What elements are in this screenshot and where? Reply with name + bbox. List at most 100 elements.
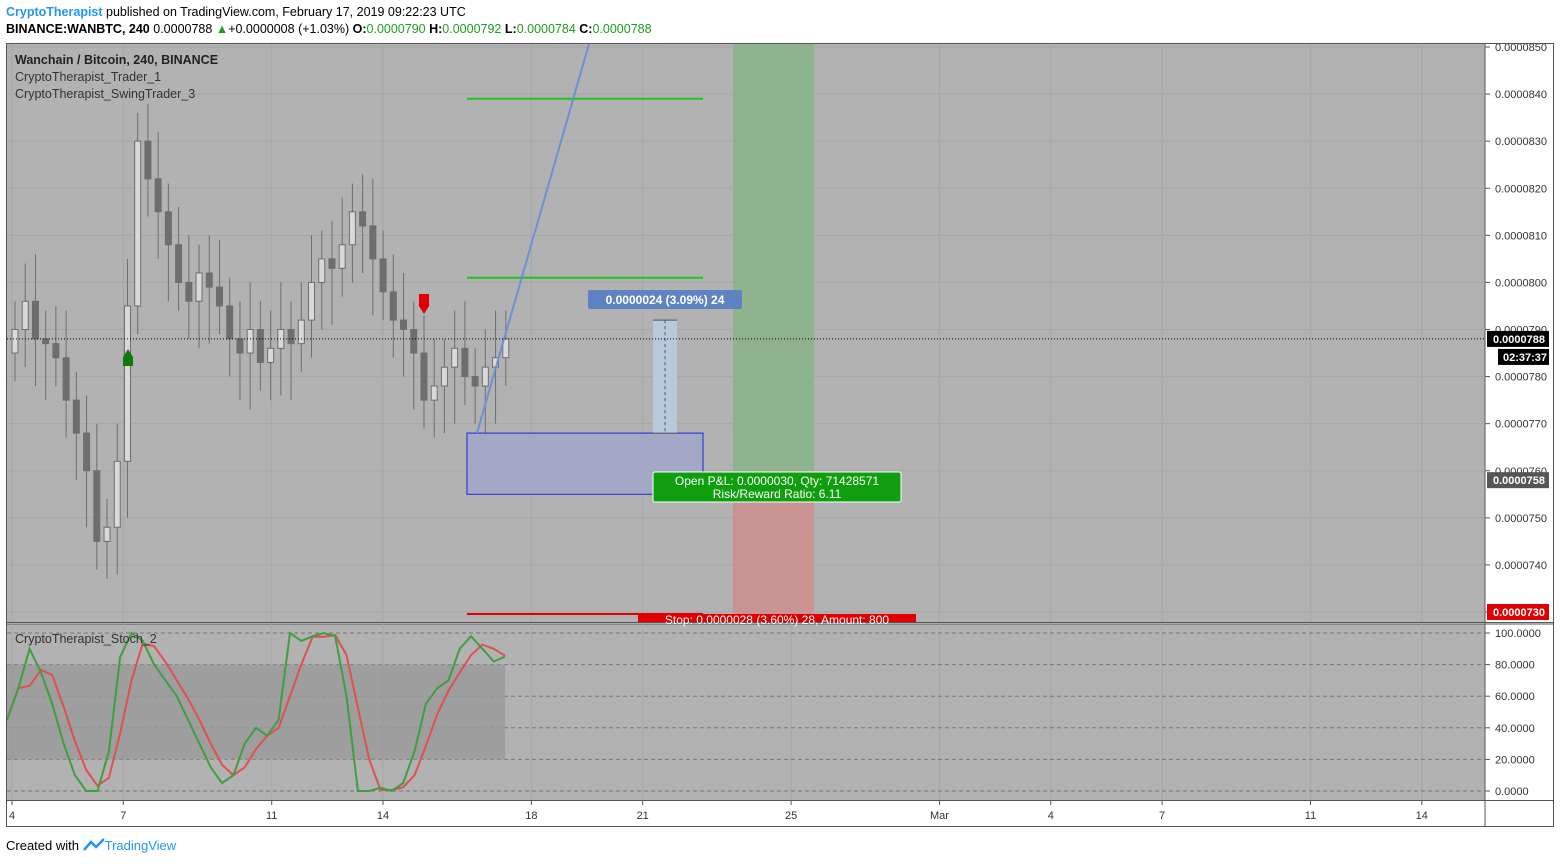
- candle-body: [134, 140, 142, 307]
- legend-indicator-1: CryptoTherapist_Trader_1: [15, 70, 162, 84]
- pnl-label-bg: [652, 471, 902, 503]
- price-axis[interactable]: [1485, 44, 1553, 800]
- close-value: 0.0000788: [592, 22, 652, 36]
- candle-body: [123, 305, 131, 462]
- candle-body: [328, 258, 336, 269]
- target-zone: [733, 44, 814, 481]
- candle-body: [267, 347, 275, 363]
- projection-line: [476, 44, 590, 434]
- rr-label: Risk/Reward Ratio: 6.11: [713, 487, 842, 501]
- candle-body: [369, 225, 377, 260]
- stoch-tick-label: 20.0000: [1495, 754, 1535, 766]
- candle-body: [420, 352, 428, 401]
- time-tick-label: 14: [1416, 810, 1428, 822]
- author-link[interactable]: CryptoTherapist: [6, 5, 103, 19]
- candle-body: [175, 244, 183, 283]
- stoch-tick-label: 60.0000: [1495, 691, 1535, 703]
- candle-body: [226, 305, 234, 340]
- high-value: 0.0000792: [442, 22, 502, 36]
- candle-body: [308, 281, 316, 321]
- candle-body: [113, 460, 121, 528]
- measure-label: 0.0000024 (3.09%) 24: [606, 293, 725, 307]
- candle-body: [338, 244, 346, 269]
- stop-label-bg: [638, 614, 916, 622]
- candle-body: [83, 432, 91, 472]
- time-tick-label: 7: [120, 810, 126, 822]
- candle-body: [400, 319, 408, 331]
- ohlc-header: BINANCE:WANBTC, 240 0.0000788 ▲+0.000000…: [6, 22, 652, 36]
- time-tick-label: 11: [1305, 810, 1316, 822]
- candle-body: [348, 211, 356, 246]
- price-tick-label: 0.0000850: [1495, 44, 1547, 54]
- time-tick-label: 14: [377, 810, 389, 822]
- price-tick-label: 0.0000820: [1495, 183, 1547, 195]
- time-tick-label: 18: [525, 810, 537, 822]
- last-price: 0.0000788: [153, 22, 213, 36]
- tradingview-logo-icon: [82, 838, 105, 855]
- candle-body: [52, 343, 60, 359]
- candle-body: [451, 347, 459, 368]
- stop-zone: [733, 480, 814, 622]
- candle-body: [144, 140, 152, 180]
- price-tick-label: 0.0000800: [1495, 277, 1547, 289]
- candle-body: [154, 178, 162, 213]
- open-label: O:: [352, 22, 367, 36]
- candle-body: [31, 300, 39, 340]
- published-text: published on TradingView.com, February 1…: [102, 5, 466, 19]
- time-tick-label: 4: [9, 810, 15, 822]
- time-tick-label: 11: [266, 810, 277, 822]
- stoch-tick-label: 40.0000: [1495, 723, 1535, 735]
- price-tick-label: 0.0000740: [1495, 560, 1547, 572]
- stoch-tick-label: 80.0000: [1495, 660, 1535, 672]
- candle-body: [185, 281, 193, 302]
- candle-body: [42, 338, 50, 345]
- stoch-tick-label: 100.0000: [1495, 628, 1541, 640]
- time-tick-label: 7: [1159, 810, 1165, 822]
- candle-body: [205, 272, 213, 288]
- candle-body: [389, 291, 397, 321]
- stoch-d-line: [7, 634, 506, 791]
- pnl-label: Open P&L: 0.0000030, Qty: 71428571: [675, 474, 879, 488]
- high-label: H:: [429, 22, 443, 36]
- publish-header: CryptoTherapist published on TradingView…: [6, 5, 466, 19]
- price-tick-label: 0.0000810: [1495, 230, 1547, 242]
- stop-label: Stop: 0.0000028 (3.60%) 28, Amount: 800: [665, 613, 889, 627]
- candle-body: [481, 366, 489, 387]
- candle-body: [359, 211, 367, 227]
- price-tick-label: 0.0000830: [1495, 136, 1547, 148]
- created-with-text: Created with: [6, 838, 79, 853]
- chart-frame[interactable]: 0.0000024 (3.09%) 24 Open P&L: 0.0000030,…: [6, 43, 1554, 827]
- tradingview-brand[interactable]: TradingView: [104, 838, 177, 853]
- candle-body: [471, 376, 479, 387]
- buy-arrow-icon: [123, 349, 133, 366]
- candle-body: [103, 526, 111, 542]
- candle-body: [21, 300, 29, 330]
- candle-body: [62, 357, 70, 401]
- up-arrow-icon: ▲: [215, 22, 229, 36]
- stoch-tick-label: 0.0000: [1495, 786, 1529, 798]
- candle-body: [93, 470, 101, 542]
- time-axis[interactable]: [7, 800, 1553, 826]
- price-tick-label: 0.0000780: [1495, 372, 1547, 384]
- entry-price-tag-label: 0.0000758: [1493, 475, 1545, 487]
- time-tick-label: Mar: [930, 810, 949, 822]
- footer: Created with TradingView: [6, 838, 176, 855]
- candle-body: [297, 319, 305, 345]
- chart-svg[interactable]: 0.0000024 (3.09%) 24 Open P&L: 0.0000030,…: [7, 44, 1553, 826]
- stoch-k-line: [7, 631, 506, 793]
- candle-body: [461, 347, 469, 378]
- candle-body: [195, 272, 203, 302]
- low-value: 0.0000784: [516, 22, 576, 36]
- symbol-label: BINANCE:WANBTC, 240: [6, 22, 150, 36]
- candle-body: [11, 329, 19, 354]
- price-tick-label: 0.0000770: [1495, 419, 1547, 431]
- candle-body: [72, 399, 80, 434]
- candle-body: [430, 385, 438, 401]
- price-tick-label: 0.0000750: [1495, 513, 1547, 525]
- countdown-label: 02:37:37: [1503, 352, 1547, 364]
- stop-price-tag-label: 0.0000730: [1493, 607, 1545, 619]
- entry-price-tag: [1487, 472, 1549, 489]
- close-label: C:: [579, 22, 593, 36]
- candle-body: [236, 338, 244, 354]
- stoch-band: [7, 664, 505, 760]
